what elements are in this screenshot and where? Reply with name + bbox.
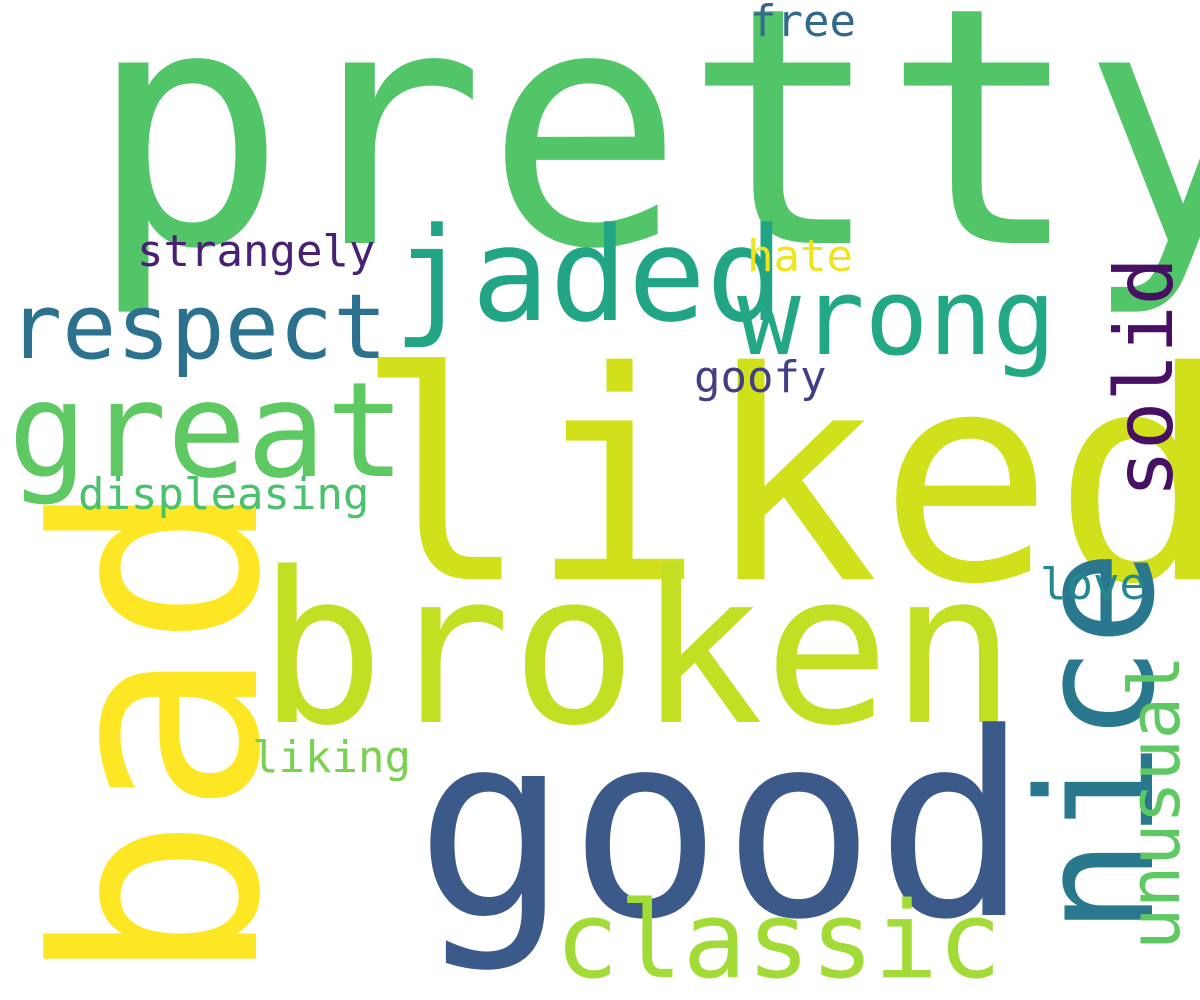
- word-hate: hate: [747, 231, 853, 282]
- word-unusual: unusual: [1114, 654, 1196, 950]
- word-wrong: wrong: [737, 256, 1057, 379]
- word-strangely: strangely: [137, 226, 376, 277]
- word-goofy: goofy: [694, 352, 827, 403]
- word-jaded: jaded: [393, 199, 785, 351]
- word-displeasing: displeasing: [78, 469, 370, 520]
- word-broken: broken: [258, 527, 1017, 772]
- word-respect: respect: [8, 275, 388, 380]
- word-love: love: [1040, 559, 1146, 610]
- word-liking: liking: [252, 732, 411, 783]
- word-solid: solid: [1098, 257, 1191, 498]
- word-free: free: [750, 0, 856, 47]
- word-pretty: pretty: [88, 0, 1200, 321]
- word-great: great: [8, 354, 406, 508]
- word-liked: liked: [355, 311, 1200, 648]
- word-good: good: [415, 679, 1030, 976]
- word-classic: classic: [555, 879, 1002, 1000]
